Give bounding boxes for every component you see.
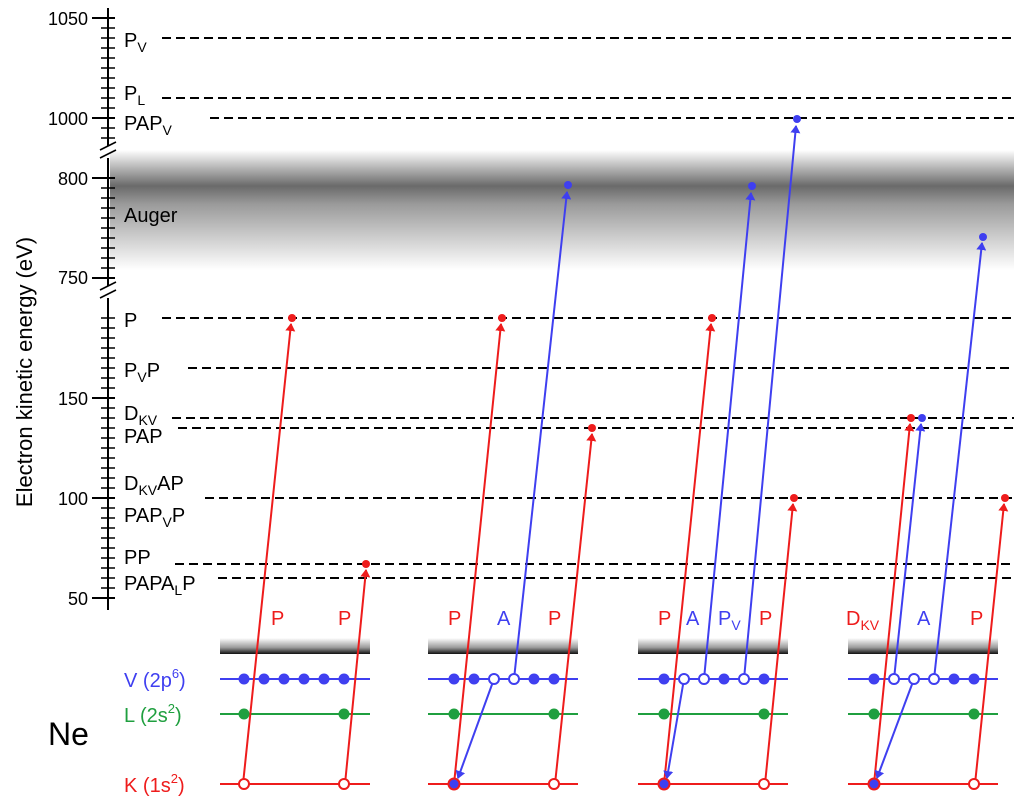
arrow-a1-fill bbox=[455, 678, 495, 779]
level-label-pv: PV bbox=[124, 30, 147, 55]
shell-label-l: L (2s2) bbox=[124, 701, 182, 727]
proc4-label-2: A bbox=[917, 608, 931, 630]
shell-label-v: V (2p6) bbox=[124, 666, 186, 692]
v-shell-electrons bbox=[238, 673, 980, 685]
arrow-a2-emit bbox=[703, 192, 756, 680]
proc3-label-1: P bbox=[658, 608, 671, 630]
arrow-p6 bbox=[764, 503, 798, 785]
level-label-papv: PAPV bbox=[124, 113, 173, 138]
tick-label-50: 50 bbox=[68, 589, 88, 609]
tick-label-750: 750 bbox=[58, 268, 88, 288]
endpoint-p8 bbox=[1001, 494, 1009, 502]
endpoint-p1 bbox=[288, 314, 296, 322]
arrow-p2 bbox=[344, 569, 371, 785]
y-axis-label: Electron kinetic energy (eV) bbox=[12, 237, 37, 507]
endpoint-a2 bbox=[748, 182, 756, 190]
level-label-dkvap: DKVAP bbox=[124, 473, 184, 498]
axis-break-marks bbox=[99, 141, 117, 299]
level-label-pp: PP bbox=[124, 547, 151, 569]
tick-label-800: 800 bbox=[58, 169, 88, 189]
surface-bars bbox=[220, 638, 998, 654]
minor-ticks bbox=[101, 27, 115, 589]
arrow-p5 bbox=[663, 323, 716, 785]
level-label-pap: PAP bbox=[124, 426, 163, 448]
arrow-a3-fill bbox=[874, 678, 915, 779]
tick-labels: 1050 1000 800 750 150 100 50 bbox=[48, 9, 88, 609]
arrow-p3 bbox=[453, 323, 506, 785]
endpoint-p7 bbox=[907, 414, 915, 422]
shell-label-k: K (1s2) bbox=[124, 771, 185, 797]
arrow-a2-pv bbox=[743, 125, 801, 680]
level-label-pl: PL bbox=[124, 83, 145, 108]
auger-band-label: Auger bbox=[124, 205, 178, 227]
tick-label-1050: 1050 bbox=[48, 9, 88, 29]
auger-band bbox=[110, 150, 1014, 270]
electron-endpoints bbox=[288, 115, 1009, 568]
l-shell-electrons bbox=[238, 708, 980, 720]
surface-bar-4 bbox=[848, 638, 998, 654]
surface-bar-1 bbox=[220, 638, 370, 654]
major-ticks bbox=[92, 17, 115, 599]
proc3-label-3: PV bbox=[718, 608, 741, 633]
tick-label-150: 150 bbox=[58, 389, 88, 409]
tick-label-100: 100 bbox=[58, 489, 88, 509]
endpoint-a5 bbox=[979, 233, 987, 241]
proc4-label-3: P bbox=[970, 608, 983, 630]
k-shell-electrons bbox=[238, 777, 980, 791]
arrow-p8 bbox=[974, 503, 1009, 785]
proc2-label-1: P bbox=[448, 608, 461, 630]
endpoint-p3 bbox=[498, 314, 506, 322]
arrow-a3-emit bbox=[933, 242, 987, 680]
arrow-p7 bbox=[873, 423, 915, 785]
endpoint-p4 bbox=[588, 424, 596, 432]
endpoint-a3 bbox=[793, 115, 801, 123]
level-lines bbox=[162, 37, 1014, 579]
endpoint-p6 bbox=[790, 494, 798, 502]
arrow-p4 bbox=[554, 433, 597, 785]
arrow-a1-emit bbox=[513, 191, 572, 680]
proc3-label-2: A bbox=[686, 608, 700, 630]
surface-bar-3 bbox=[638, 638, 788, 654]
endpoint-p2 bbox=[362, 560, 370, 568]
auger-arrows bbox=[455, 125, 987, 779]
proc4-label-1: DKV bbox=[846, 608, 880, 633]
surface-bar-2 bbox=[428, 638, 578, 654]
endpoint-a4 bbox=[918, 414, 926, 422]
process-labels: P P P A P P A PV P DKV A P bbox=[271, 608, 983, 633]
endpoint-p5 bbox=[708, 314, 716, 322]
level-label-pvp: PVP bbox=[124, 360, 160, 385]
arrow-a3-d bbox=[893, 423, 926, 680]
level-labels: PV PL PAPV P PVP DKV PAP DKVAP PAPVP PP … bbox=[124, 30, 196, 598]
level-label-papvp: PAPVP bbox=[124, 505, 185, 530]
tick-label-1000: 1000 bbox=[48, 109, 88, 129]
proc2-label-2: A bbox=[497, 608, 511, 630]
atom-label: Ne bbox=[48, 716, 89, 752]
level-label-dkv: DKV bbox=[124, 403, 158, 428]
proc1-label-1: P bbox=[271, 608, 284, 630]
arrow-p1 bbox=[242, 323, 296, 785]
level-label-p: P bbox=[124, 310, 137, 332]
proc2-label-3: P bbox=[548, 608, 561, 630]
photoelectron-arrows bbox=[242, 323, 1009, 785]
arrow-a2-fill bbox=[663, 678, 685, 779]
endpoint-a1 bbox=[564, 181, 572, 189]
proc1-label-2: P bbox=[338, 608, 351, 630]
shell-labels: V (2p6) L (2s2) K (1s2) bbox=[124, 666, 186, 797]
proc3-label-4: P bbox=[759, 608, 772, 630]
level-label-papalp: PAPALP bbox=[124, 573, 196, 598]
